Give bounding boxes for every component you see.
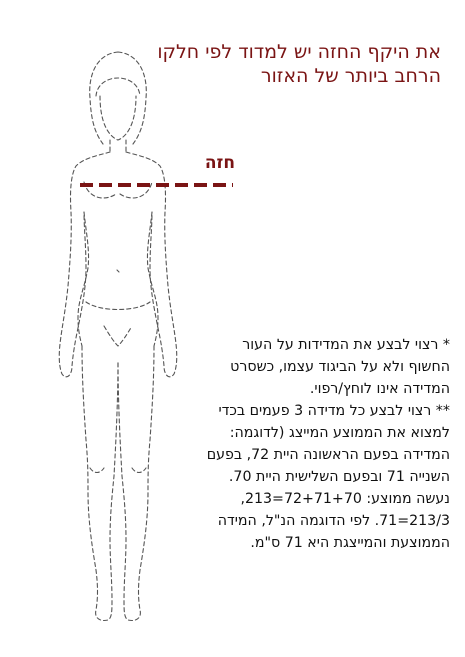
neck-outline xyxy=(109,139,127,153)
left-leg-outline xyxy=(81,345,119,622)
right-leg-outline xyxy=(117,345,155,622)
note-second: ** רצוי לבצע כל מדידה 3 פעמים בכדי למצוא… xyxy=(206,403,450,551)
right-arm-outline xyxy=(125,151,178,378)
left-knee xyxy=(89,467,105,474)
right-knee xyxy=(131,467,147,474)
torso-right-outline xyxy=(146,211,159,347)
navel xyxy=(116,269,120,273)
left-arm-outline xyxy=(58,151,111,378)
head-outline xyxy=(89,51,147,145)
face-outline xyxy=(99,95,137,141)
headline: את היקף החזה יש למדוד לפי חלקו הרחב ביות… xyxy=(157,41,441,87)
chest-label: חזה xyxy=(204,153,235,173)
note-first: * רצוי לבצע את המדידות על העור החשוף ולא… xyxy=(230,337,450,397)
notes-block: * רצוי לבצע את המדידות על העור החשוף ולא… xyxy=(200,334,450,554)
hip-line xyxy=(85,301,151,310)
torso-left-outline xyxy=(77,211,90,347)
groin-outline xyxy=(103,325,133,347)
